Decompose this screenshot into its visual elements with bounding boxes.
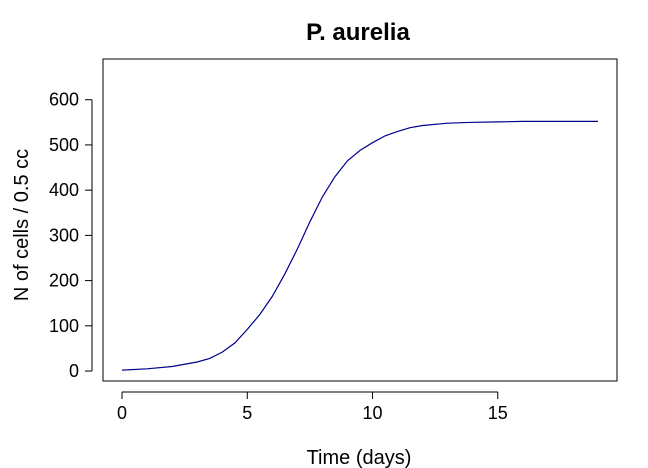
- x-axis: 0 5 10 15: [117, 391, 508, 423]
- y-tick-label: 200: [49, 271, 79, 291]
- y-axis-label: N of cells / 0.5 cc: [11, 149, 33, 301]
- y-tick-label: 600: [49, 90, 79, 110]
- series-line: [121, 120, 598, 371]
- chart-title: P. aurelia: [306, 19, 410, 46]
- x-tick-label: 15: [488, 403, 508, 423]
- plot-frame: [102, 58, 618, 382]
- x-axis-label: Time (days): [307, 447, 412, 468]
- y-tick-label: 300: [49, 225, 79, 245]
- x-tick-label: 5: [242, 403, 252, 423]
- y-tick-label: 400: [49, 180, 79, 200]
- x-tick-label: 10: [363, 403, 383, 423]
- y-tick-label: 500: [49, 135, 79, 155]
- x-tick-label: 0: [117, 403, 127, 423]
- y-tick-label: 0: [69, 361, 79, 381]
- y-tick-label: 100: [49, 316, 79, 336]
- y-axis: 0 100 200 300 400 500 600: [49, 90, 93, 381]
